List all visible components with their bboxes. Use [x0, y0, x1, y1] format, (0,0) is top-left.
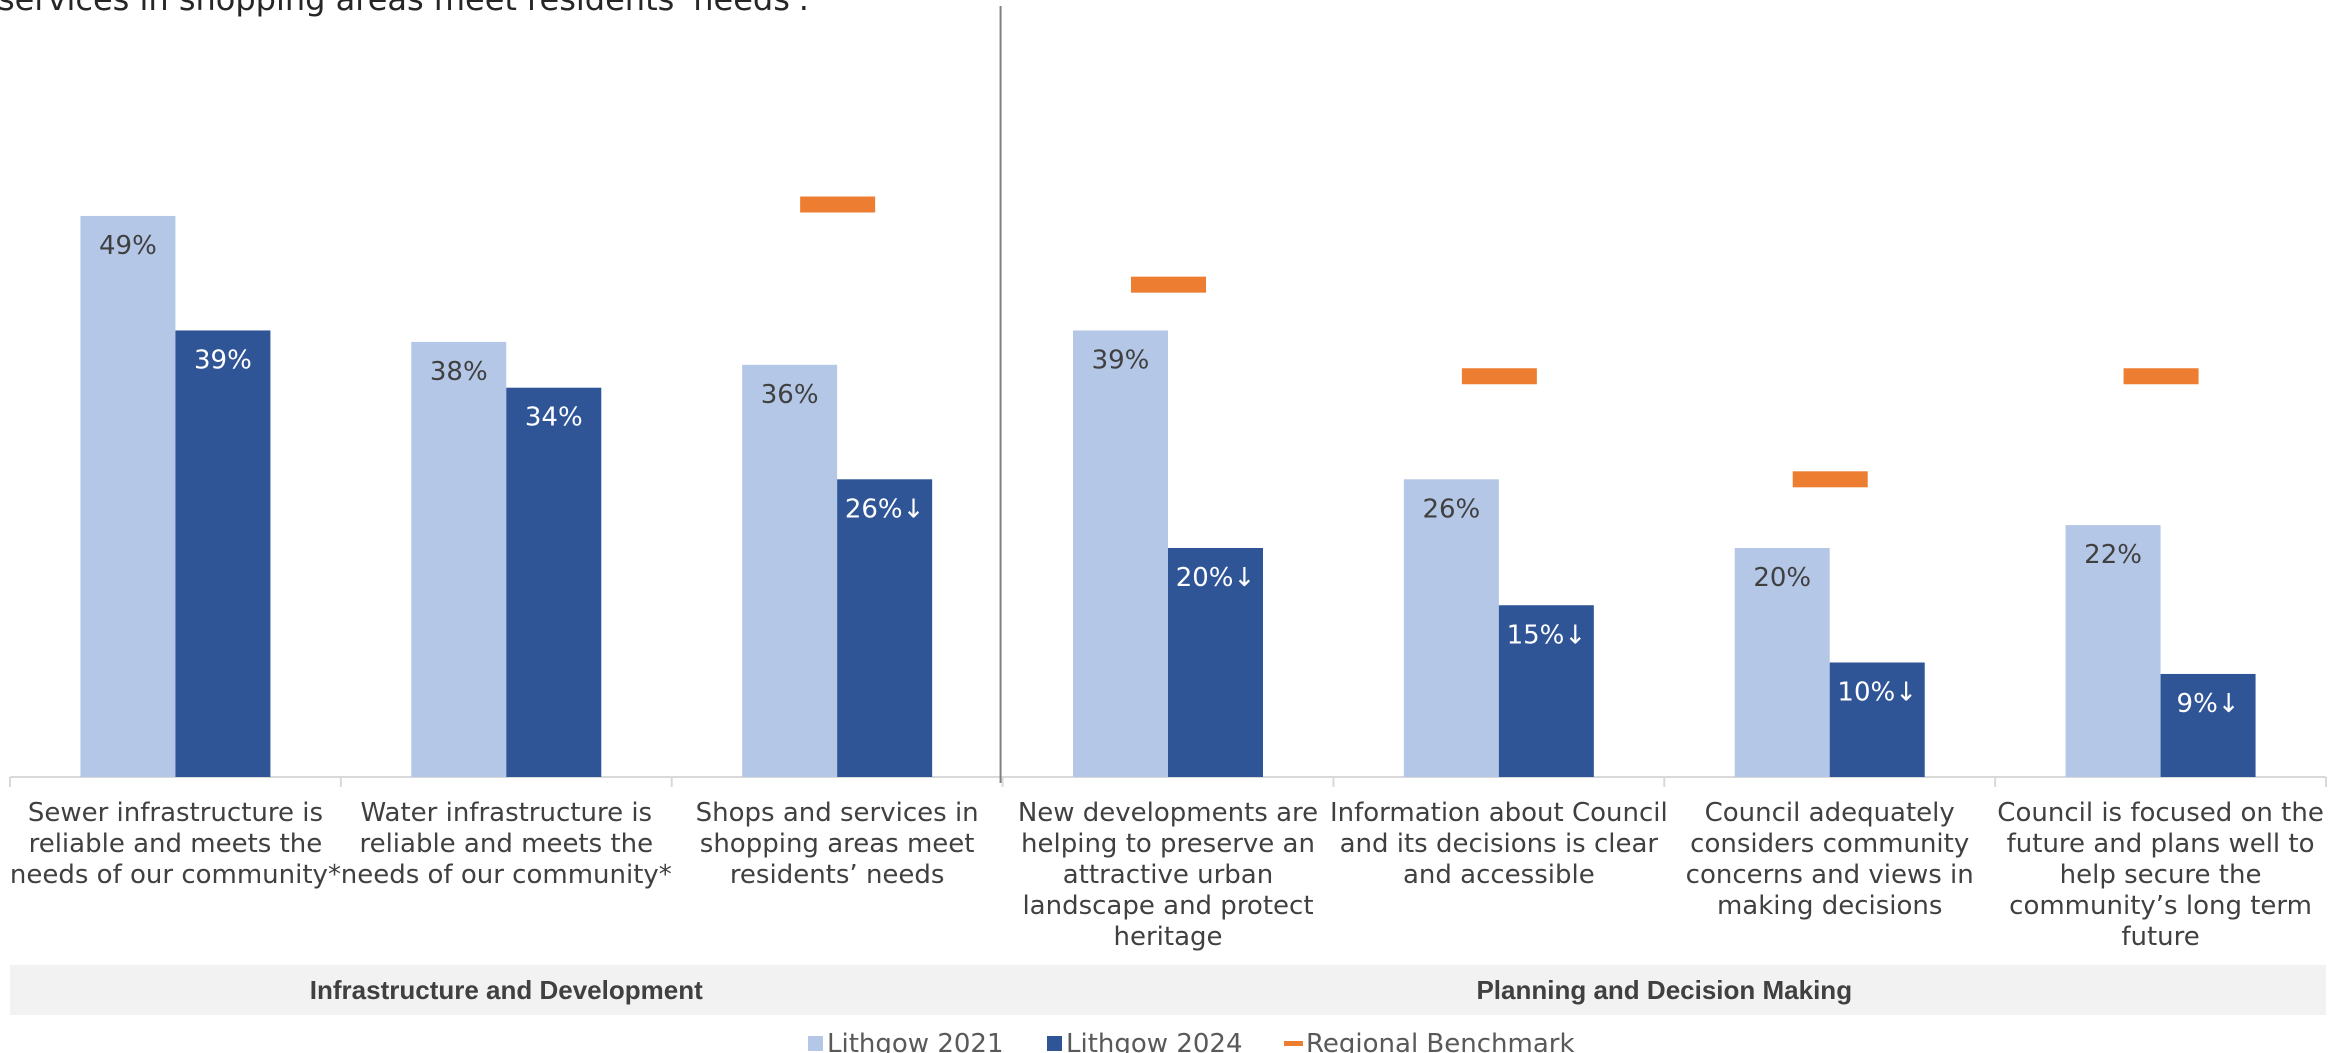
- bar-value-label: 15%↓: [1507, 620, 1587, 650]
- bar-value-label: 34%: [525, 403, 583, 433]
- bar-2024: [1168, 548, 1263, 777]
- bar-value-label: 38%: [430, 357, 488, 387]
- bar-2021: [1734, 548, 1830, 777]
- bar-value-label: 36%: [761, 380, 819, 410]
- benchmark-marker: [1131, 276, 1206, 293]
- bar-2021: [411, 341, 507, 777]
- category-labels: Sewer infrastructure is reliable and meet…: [10, 798, 2324, 952]
- bar-2024: [506, 387, 602, 777]
- legend-swatch: [1284, 1041, 1303, 1046]
- group-bands: Infrastructure and Development Planning a…: [10, 965, 2326, 1015]
- bar-value-label: 10%↓: [1837, 678, 1917, 708]
- category-label: Council adequately considers community con…: [1686, 798, 1974, 921]
- category-label: New developments are helping to preserve …: [1018, 798, 1318, 952]
- legend-label: Regional Benchmark: [1306, 1029, 1575, 1053]
- bar-2021: [80, 215, 176, 777]
- category-label: Water infrastructure is reliable and meet…: [341, 798, 672, 890]
- bar-2021: [2065, 525, 2161, 777]
- bar-value-label: 20%: [1753, 563, 1811, 593]
- group-label: Infrastructure and Development: [310, 975, 703, 1005]
- bars: [80, 215, 2256, 777]
- bar-value-label: 26%: [1422, 494, 1480, 524]
- benchmark-marker: [1792, 471, 1868, 488]
- legend: Lithgow 2021 Lithgow 2024 Regional Benchma…: [808, 1029, 1575, 1053]
- bar-2021: [742, 364, 838, 777]
- bar-2024: [1498, 605, 1594, 777]
- bar-2024: [837, 479, 933, 777]
- category-label: Information about Council and its decisio…: [1330, 798, 1668, 890]
- benchmark-marker: [800, 196, 876, 213]
- group-band: [10, 965, 2326, 1015]
- bar-value-label: 39%: [194, 345, 252, 375]
- bar-value-label: 9%↓: [2177, 689, 2240, 719]
- bar-2024: [175, 330, 271, 777]
- bar-2024: [2160, 673, 2256, 777]
- bar-value-label: 26%↓: [845, 494, 925, 524]
- legend-label: Lithgow 2024: [1066, 1029, 1243, 1053]
- benchmark-markers: [800, 196, 2199, 488]
- category-label: Sewer infrastructure is reliable and meet…: [10, 798, 341, 890]
- benchmark-marker: [1461, 368, 1537, 385]
- bar-2021: [1403, 479, 1499, 777]
- benchmark-marker: [2123, 368, 2199, 385]
- bar-2021: [1073, 330, 1168, 777]
- bar-value-label: 20%↓: [1176, 563, 1256, 593]
- category-label: Council is focused on the future and plan…: [1997, 798, 2324, 952]
- bar-value-label: 22%: [2084, 540, 2142, 570]
- legend-swatch: [1047, 1036, 1062, 1051]
- bar-value-label: 49%: [99, 231, 157, 261]
- legend-label: Lithgow 2021: [827, 1029, 1004, 1053]
- category-label: Shops and services in shopping areas meet…: [696, 798, 979, 890]
- bar-labels: 49% 38% 36% 39% 26% 20% 22% 39% 34% 26%↓ 20%↓ 15%↓ 1…: [99, 231, 2240, 719]
- group-label: Planning and Decision Making: [1476, 975, 1852, 1005]
- bar-value-label: 39%: [1092, 345, 1150, 375]
- chart-note: services in shopping areas meet resident…: [0, 0, 809, 18]
- legend-swatch: [808, 1036, 823, 1051]
- bar-2024: [1829, 662, 1925, 777]
